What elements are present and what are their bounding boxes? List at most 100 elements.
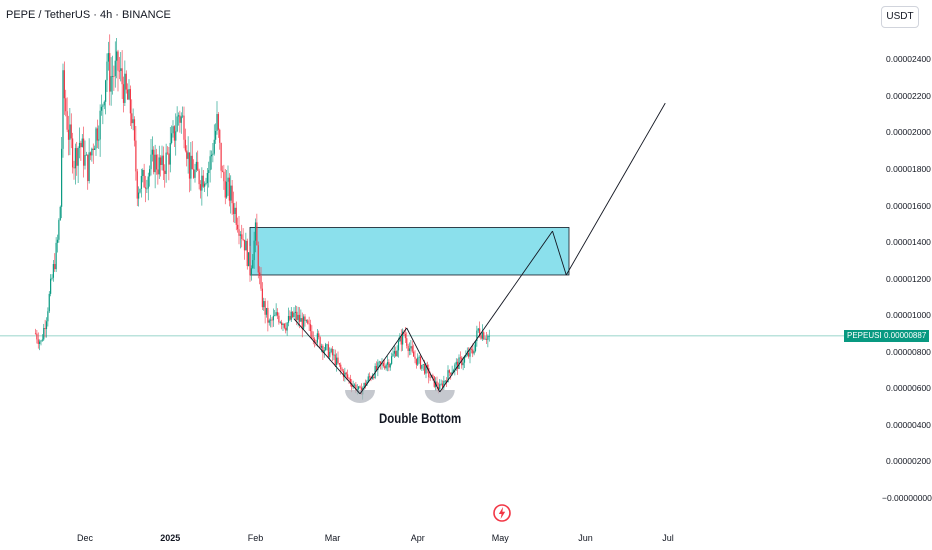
candle-body [298,314,301,322]
candle-body [62,70,64,149]
candle-body [84,155,86,166]
candle-body [164,170,166,174]
candle-body [432,375,434,377]
pattern-line-segment[interactable] [565,102,666,276]
candle-body [51,277,53,279]
candle-body [55,242,57,270]
candle-body [215,130,217,140]
price-axis-label: 0.00001000 [886,310,931,321]
candle-body [237,224,239,230]
candle-body [204,183,206,187]
candle-body [188,152,191,179]
price-axis[interactable] [876,0,932,520]
candle-body [444,380,446,382]
candle-body [468,352,470,357]
candle-body [320,345,323,348]
candle-body [260,275,262,289]
candle-body [256,222,258,246]
candle-body [132,119,134,124]
candle-body [166,152,169,154]
candle-body [371,377,373,379]
price-axis-label: 0.00002200 [886,90,931,101]
candle-body [463,357,466,363]
candle-body [48,293,50,312]
candle-body [257,245,259,273]
candle-body [113,76,115,77]
candle-body [241,234,243,240]
candle-body [294,311,296,313]
candle-body [307,320,309,324]
candle-body [309,324,312,332]
candle-body [399,336,401,342]
pattern-line-segment[interactable] [359,327,408,395]
candle-body [461,357,463,366]
candle-body [76,148,78,166]
candle-body [392,353,394,357]
candle-body [128,89,130,100]
candle-body [334,354,336,366]
candle-body [224,181,226,198]
candle-body [111,76,114,77]
candle-body [327,344,329,358]
currency-button[interactable]: USDT [881,6,919,28]
pattern-line-segment[interactable] [406,327,441,393]
candle-body [228,177,230,201]
candle-body [202,175,204,187]
candle-body [386,362,389,365]
candle-body [479,328,481,336]
candle-body [484,338,486,340]
candle-body [127,89,129,100]
candle-body [177,115,180,117]
candle-body [349,378,351,384]
candle-body [465,355,467,358]
candle-body [441,383,444,388]
candle-body [157,169,159,175]
candle-body [52,264,54,278]
price-axis-label: 0.00001600 [886,200,931,211]
candle-body [45,321,48,330]
price-axis-label: 0.00000200 [886,456,931,467]
candle-body [457,361,459,369]
candle-body [458,357,460,369]
candle-body [230,185,232,201]
candle-body [265,307,268,315]
candle-body [139,188,141,193]
candle-body [67,129,70,140]
candle-body [322,345,324,353]
candle-body [146,188,148,190]
candle-body [369,376,371,378]
candle-body [276,312,279,316]
candle-body [34,333,37,335]
pattern-line-segment[interactable] [552,230,567,276]
candle-body [149,169,151,177]
candle-body [74,148,76,169]
candle-body [56,239,59,243]
candle-body [114,60,116,77]
pattern-label: Double Bottom [379,410,462,426]
price-axis-label: 0.00000600 [886,383,931,394]
candle-body [272,315,274,321]
candle-body [136,171,138,199]
tradingview-logo-icon[interactable] [492,503,512,523]
candle-body [421,364,423,369]
candle-body [268,320,270,323]
candle-body [450,372,452,375]
candle-body [308,323,310,325]
candle-body [337,357,339,364]
pattern-line-segment[interactable] [293,318,361,395]
candle-body [347,374,349,378]
candle-body [206,173,208,184]
resistance-zone[interactable] [249,227,570,276]
candle-body [481,332,483,339]
candle-body [103,101,105,106]
candle-body [109,53,111,92]
candle-body [180,116,182,123]
candle-body [89,152,92,156]
time-axis-label: May [491,533,509,543]
candle-body [330,348,332,352]
candle-body [333,354,335,356]
candle-body [162,155,164,171]
pattern-line-segment[interactable] [439,230,553,393]
